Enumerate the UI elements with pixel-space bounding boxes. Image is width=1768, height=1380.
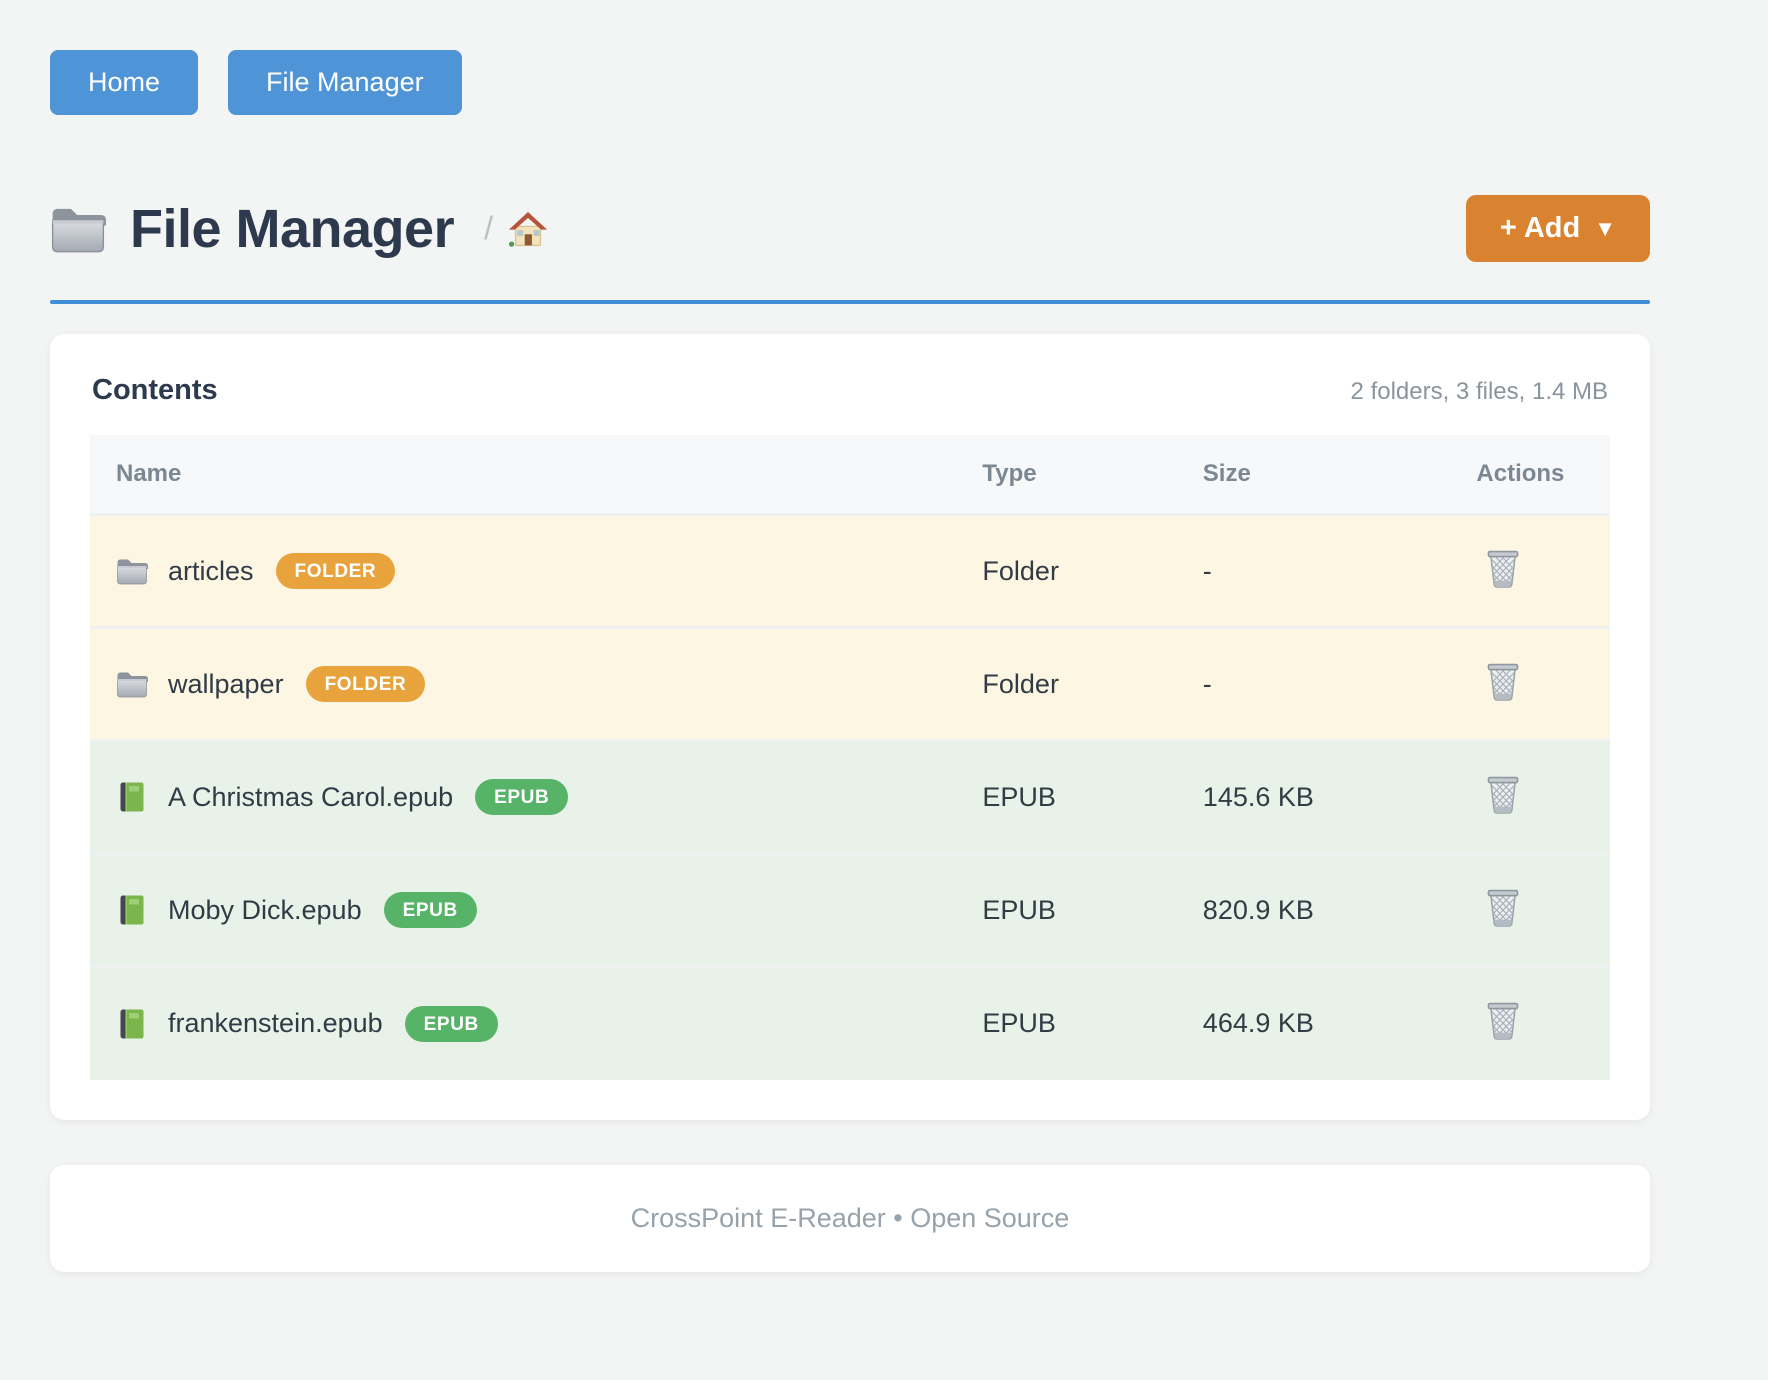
type-badge: FOLDER [305, 666, 426, 702]
file-name[interactable]: A Christmas Carol.epub [168, 781, 454, 812]
contents-summary: 2 folders, 3 files, 1.4 MB [1350, 378, 1608, 405]
table-row: wallpaper FOLDER Folder - [90, 627, 1610, 741]
file-name[interactable]: Moby Dick.epub [168, 894, 362, 925]
nav-button-home[interactable]: Home [50, 50, 199, 115]
file-type: EPUB [982, 894, 1056, 925]
file-size: 820.9 KB [1202, 894, 1314, 925]
breadcrumb: / [484, 209, 549, 249]
trash-icon[interactable] [1484, 886, 1522, 928]
file-type: EPUB [982, 781, 1056, 812]
file-name[interactable]: wallpaper [168, 668, 284, 699]
top-nav: Home File Manager [50, 0, 1650, 115]
nav-button-file-manager[interactable]: File Manager [228, 50, 462, 115]
type-badge: EPUB [404, 1005, 498, 1042]
file-name[interactable]: frankenstein.epub [168, 1008, 383, 1039]
contents-card: Contents 2 folders, 3 files, 1.4 MB Name… [50, 334, 1650, 1120]
column-header-actions: Actions [1450, 435, 1610, 515]
column-header-size: Size [1176, 435, 1451, 515]
file-size: 145.6 KB [1202, 781, 1314, 812]
house-icon[interactable] [507, 209, 549, 249]
folder-icon [116, 555, 148, 587]
type-badge: EPUB [383, 892, 477, 928]
file-size: - [1202, 555, 1212, 586]
files-table: Name Type Size Actions articles FOLDER Fol… [90, 435, 1610, 1080]
caret-down-icon: ▼ [1594, 215, 1616, 241]
file-size: - [1202, 668, 1212, 699]
folder-icon [116, 668, 148, 700]
add-button[interactable]: + Add ▼ [1465, 195, 1650, 262]
trash-icon[interactable] [1484, 773, 1522, 815]
table-row: Moby Dick.epub EPUB EPUB 820.9 KB [90, 853, 1610, 967]
table-row: A Christmas Carol.epub EPUB EPUB 145.6 KB [90, 740, 1610, 854]
file-type: Folder [982, 555, 1059, 586]
book-icon [116, 1008, 148, 1040]
type-badge: EPUB [475, 779, 569, 815]
file-type: Folder [982, 668, 1059, 699]
file-type: EPUB [982, 1008, 1056, 1039]
page-header: File Manager / + Add ▼ [50, 195, 1650, 262]
footer-card: CrossPoint E-Reader • Open Source [50, 1164, 1650, 1272]
folder-icon [50, 204, 106, 254]
book-icon [116, 781, 148, 813]
title-divider [50, 300, 1650, 304]
contents-title: Contents [92, 374, 218, 406]
column-header-name: Name [90, 435, 957, 515]
add-button-label: + Add [1499, 212, 1581, 244]
contents-table-body: articles FOLDER Folder - wallpaper FOLDER Fold… [90, 514, 1610, 1080]
page-title: File Manager [130, 198, 455, 259]
footer-text: CrossPoint E-Reader • Open Source [630, 1202, 1070, 1233]
trash-icon[interactable] [1484, 547, 1522, 589]
file-size: 464.9 KB [1202, 1008, 1314, 1039]
table-header-row: Name Type Size Actions [90, 435, 1610, 515]
trash-icon[interactable] [1484, 999, 1522, 1041]
file-name[interactable]: articles [168, 555, 254, 586]
breadcrumb-separator: / [484, 210, 493, 246]
type-badge: FOLDER [275, 553, 396, 589]
trash-icon[interactable] [1484, 660, 1522, 702]
book-icon [116, 894, 148, 926]
table-row: frankenstein.epub EPUB EPUB 464.9 KB [90, 966, 1610, 1080]
table-row: articles FOLDER Folder - [90, 514, 1610, 628]
column-header-type: Type [956, 435, 1177, 515]
